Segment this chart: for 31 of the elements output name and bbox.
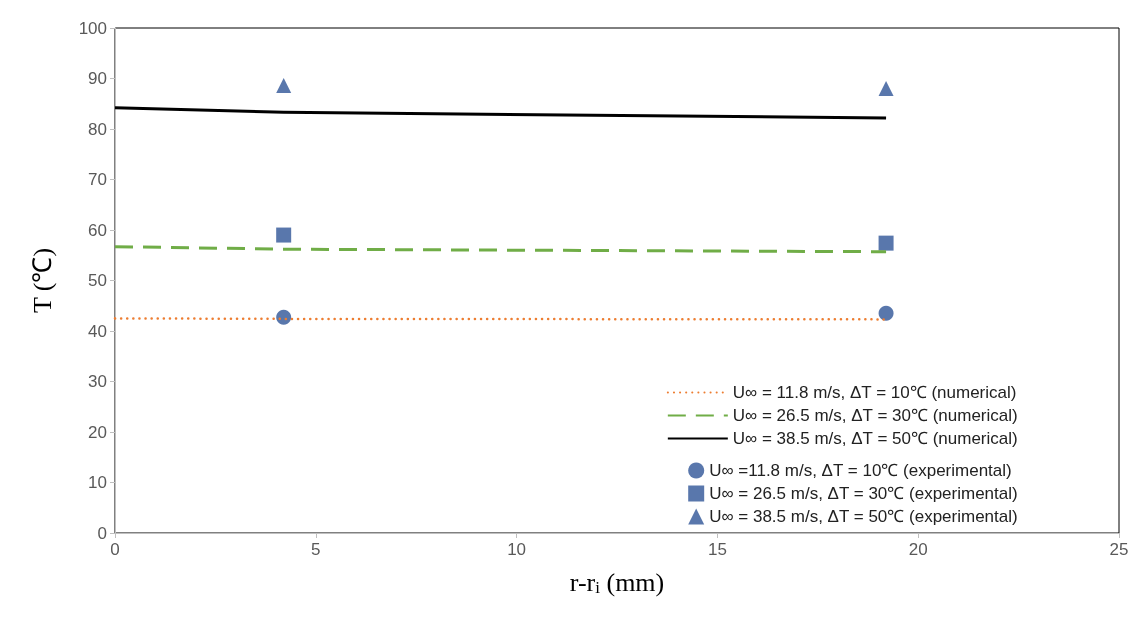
point: [878, 81, 894, 97]
y-tick-label: 0: [97, 523, 107, 543]
x-tick-label: 5: [311, 540, 321, 559]
x-tick-label: 20: [908, 540, 928, 559]
y-tick-label: 70: [88, 170, 107, 189]
y-tick-label: 50: [88, 271, 107, 290]
point: [878, 305, 894, 321]
legend-label: U∞ = 38.5 m/s, ΔT = 50℃ (numerical): [732, 429, 1018, 448]
x-tick-label: 10: [507, 540, 527, 559]
legend-label: U∞ = 11.8 m/s, ΔT = 10℃ (numerical): [732, 383, 1017, 402]
x-tick-label: 0: [110, 540, 120, 559]
point: [276, 227, 292, 243]
point: [878, 235, 894, 251]
legend-label: U∞ = 26.5 m/s, ΔT = 30℃ (numerical): [732, 406, 1018, 425]
y-axis-title: T (℃): [27, 247, 57, 314]
y-tick-label: 10: [88, 473, 107, 492]
y-tick-label: 30: [88, 372, 107, 391]
point: [276, 78, 292, 94]
legend-label: U∞ = 26.5 m/s, ΔT = 30℃ (experimental): [709, 484, 1018, 503]
y-tick-label: 60: [88, 220, 107, 240]
x-axis-title: r-ri (mm): [569, 568, 665, 597]
legend-label: U∞ =11.8 m/s, ΔT = 10℃ (experimental): [709, 461, 1012, 480]
y-tick-label: 90: [88, 69, 107, 88]
point: [276, 309, 292, 325]
y-tick-label: 20: [88, 422, 107, 442]
legend-label: U∞ = 38.5 m/s, ΔT = 50℃ (experimental): [709, 507, 1018, 526]
y-tick-label: 40: [88, 321, 107, 341]
y-tick-label: 80: [88, 119, 107, 139]
x-tick-label: 15: [707, 540, 727, 559]
y-tick-label: 100: [78, 18, 107, 38]
x-tick-label: 25: [1109, 540, 1129, 559]
